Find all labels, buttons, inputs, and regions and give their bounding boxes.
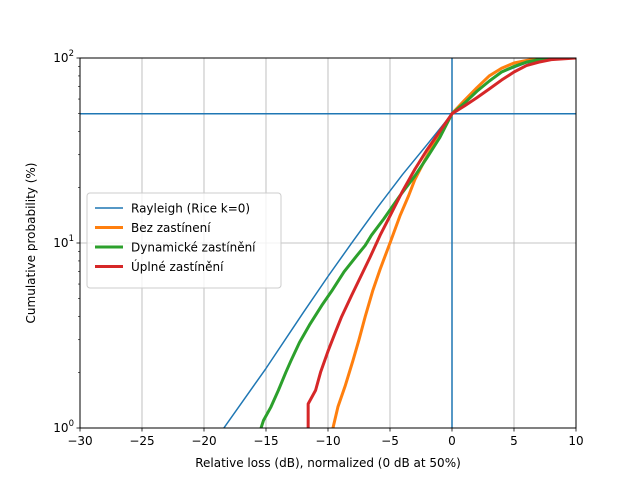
y-axis-label: Cumulative probability (%)	[24, 163, 38, 324]
x-tick-label: −20	[191, 434, 216, 448]
axis-ticks: −30 −25 −20 −15 −10 −5 0 5 10 100 101 102	[53, 49, 583, 448]
x-tick-label: 5	[510, 434, 518, 448]
series-lines	[222, 58, 576, 428]
x-tick-label: 0	[448, 434, 456, 448]
x-tick-label: 10	[568, 434, 583, 448]
legend-box	[86, 192, 282, 289]
x-axis-label: Relative loss (dB), normalized (0 dB at …	[195, 456, 461, 470]
y-tick-label: 100	[53, 419, 74, 435]
legend-label-3: Dynamické zastínění	[131, 241, 256, 255]
reference-lines	[80, 58, 576, 428]
legend-label-2: Bez zastínení	[131, 221, 211, 235]
y-tick-label: 101	[53, 234, 74, 250]
legend: Rayleigh (Rice k=0) Bez zastínení Dynamick…	[86, 192, 282, 289]
x-tick-label: −25	[129, 434, 154, 448]
y-tick-label: 102	[53, 49, 74, 65]
legend-label-4: Úplné zastínění	[131, 259, 224, 274]
x-tick-label: −30	[67, 434, 92, 448]
x-tick-label: −10	[315, 434, 340, 448]
series-line-4	[306, 58, 576, 428]
legend-label-1: Rayleigh (Rice k=0)	[131, 202, 250, 216]
series-line-3	[259, 58, 576, 428]
x-tick-label: −5	[381, 434, 399, 448]
x-tick-label: −15	[253, 434, 278, 448]
